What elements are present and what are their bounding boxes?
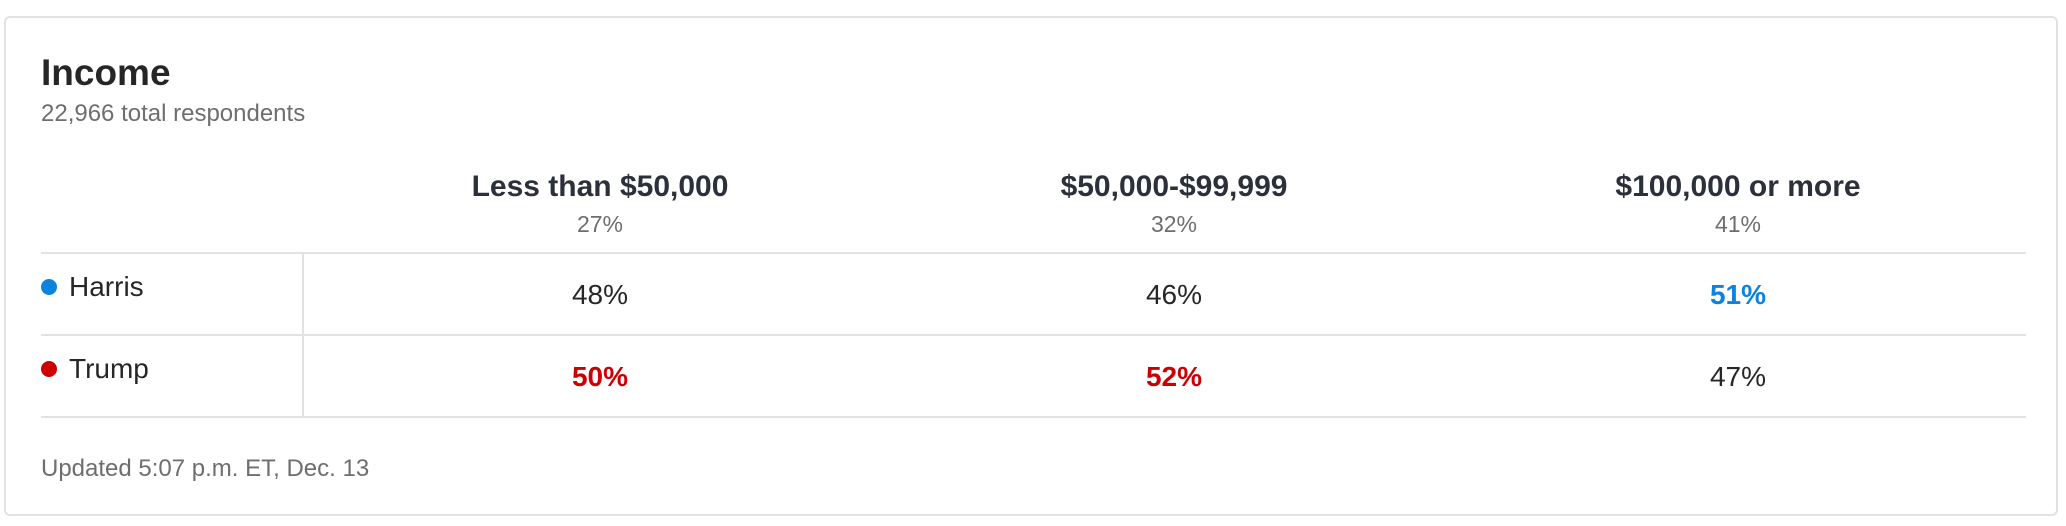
legend-dot [41,361,57,377]
title: Income [41,52,171,93]
column-header: $50,000-$99,999 [1060,170,1288,203]
footer: Updated 5:07 p.m. ET, Dec. 13 [41,455,370,482]
column-share: 27% [576,211,624,237]
cell-value: 52% [1145,361,1203,392]
row-divider [41,252,2026,254]
cell-value: 47% [1709,361,1767,392]
card [4,16,2058,516]
column-share: 32% [1150,211,1198,237]
column-header: Less than $50,000 [471,170,729,203]
legend-dot [41,279,57,295]
column-share: 41% [1714,211,1762,237]
cell-value: 50% [571,361,629,392]
row-divider [41,416,2026,418]
cell-value: 48% [571,279,629,310]
cell-value: 51% [1709,279,1767,310]
row-name: Harris [69,271,144,302]
cell-value: 46% [1145,279,1203,310]
column-header: $100,000 or more [1615,170,1861,203]
row-divider [41,334,2026,336]
row-name: Trump [69,353,149,384]
subtitle: 22,966 total respondents [41,100,306,127]
